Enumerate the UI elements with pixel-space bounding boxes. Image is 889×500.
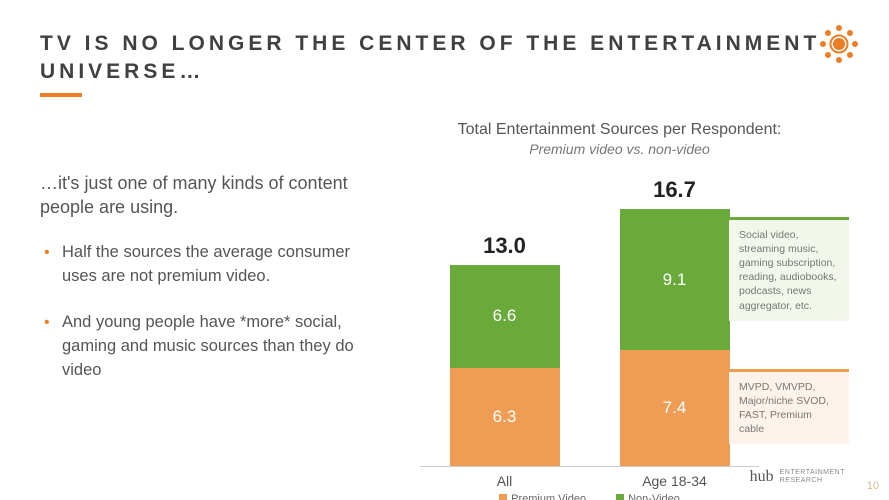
footer-brand-sub: ENTERTAINMENTRESEARCH xyxy=(780,469,845,484)
subtitle: …it's just one of many kinds of content … xyxy=(40,171,370,220)
page-number: 10 xyxy=(867,480,879,492)
chart-column: Total Entertainment Sources per Responde… xyxy=(390,121,849,500)
brand-burst-icon xyxy=(817,22,861,66)
legend-item-premium: Premium Video xyxy=(499,493,586,500)
bullet-list: Half the sources the average consumer us… xyxy=(40,241,370,383)
bar-segment-nonvideo: 6.6 xyxy=(450,265,560,368)
chart-legend: Premium Video Non-Video xyxy=(420,493,759,500)
bar-stack: 13.06.66.3 xyxy=(450,265,560,466)
callout-premium: MVPD, VMVPD, Major/niche SVOD, FAST, Pre… xyxy=(729,369,849,445)
slide-title: TV IS NO LONGER THE CENTER OF THE ENTERT… xyxy=(40,30,849,87)
bullet-item: Half the sources the average consumer us… xyxy=(40,241,370,289)
bar-total-label: 16.7 xyxy=(620,177,730,203)
callout-nonvideo: Social video, streaming music, gaming su… xyxy=(729,217,849,321)
bar-segment-premium: 7.4 xyxy=(620,350,730,465)
x-label: Age 18-34 xyxy=(620,473,730,489)
x-label: All xyxy=(450,473,560,489)
swatch-icon xyxy=(499,494,507,500)
bar-group: 13.06.66.3 xyxy=(450,265,560,466)
bar-segment-nonvideo: 9.1 xyxy=(620,209,730,351)
footer-brand: hub xyxy=(750,468,774,486)
bar-total-label: 13.0 xyxy=(450,233,560,259)
title-block: TV IS NO LONGER THE CENTER OF THE ENTERT… xyxy=(40,30,849,97)
legend-item-nonvideo: Non-Video xyxy=(616,493,680,500)
bar-stack: 16.79.17.4 xyxy=(620,209,730,466)
bar-segment-premium: 6.3 xyxy=(450,368,560,466)
bar-group: 16.79.17.4 xyxy=(620,209,730,466)
slide: TV IS NO LONGER THE CENTER OF THE ENTERT… xyxy=(0,0,889,500)
content-row: …it's just one of many kinds of content … xyxy=(40,121,849,500)
chart-subtitle: Premium video vs. non-video xyxy=(390,141,849,157)
chart-title: Total Entertainment Sources per Responde… xyxy=(390,121,849,139)
stacked-bar-chart: 13.06.66.316.79.17.4 xyxy=(420,167,759,467)
x-axis-labels: All Age 18-34 xyxy=(420,473,759,489)
footer-logo: hub ENTERTAINMENTRESEARCH xyxy=(750,468,845,486)
left-column: …it's just one of many kinds of content … xyxy=(40,121,370,500)
bullet-item: And young people have *more* social, gam… xyxy=(40,311,370,383)
title-underline xyxy=(40,93,82,97)
swatch-icon xyxy=(616,494,624,500)
